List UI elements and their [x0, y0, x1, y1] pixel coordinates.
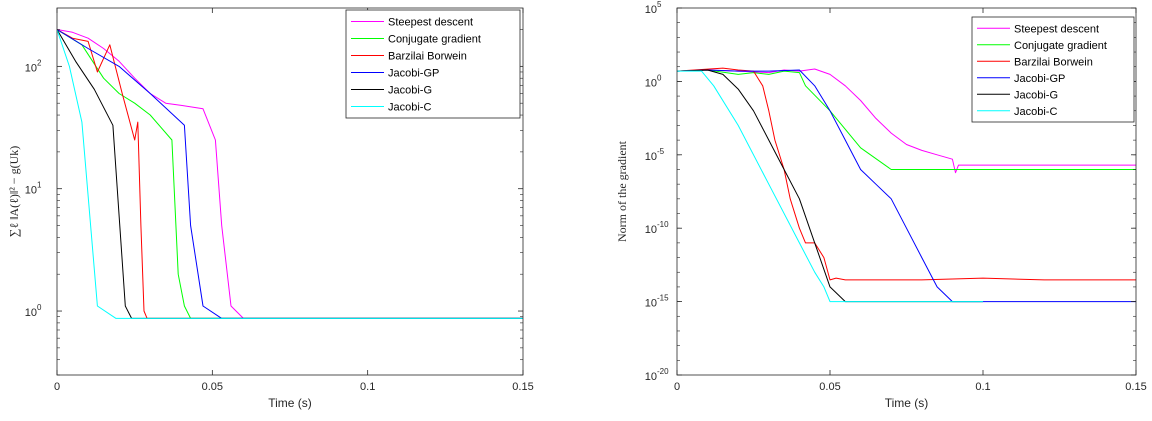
y-tick-exponent: -20 — [657, 367, 669, 376]
y-tick-label: 10 — [645, 371, 657, 383]
legend-label: Steepest descent — [388, 17, 473, 29]
series-line-steepest-descent — [57, 29, 523, 319]
legend-label: Jacobi-G — [388, 85, 432, 97]
y-tick-exponent: -15 — [657, 294, 669, 303]
legend-label: Steepest descent — [1014, 23, 1099, 35]
axes-box — [676, 7, 1137, 376]
y-tick-label: 10 — [25, 62, 37, 74]
y-tick-label: 10 — [645, 151, 657, 163]
series-line-steepest-descent — [677, 68, 1136, 174]
y-tick-label: 10 — [25, 307, 37, 319]
y-tick-exponent: 2 — [37, 58, 42, 67]
legend-label: Jacobi-GP — [1014, 73, 1065, 85]
x-tick-label: 0.1 — [975, 381, 990, 393]
x-tick-label: 0.1 — [360, 381, 375, 393]
series-line-jacobi-c — [57, 29, 523, 319]
legend-label: Conjugate gradient — [1014, 40, 1107, 52]
legend-label: Jacobi-GP — [388, 68, 439, 80]
series-group — [677, 67, 1136, 303]
series-line-jacobi-c — [677, 70, 983, 303]
series-line-conjugate-gradient — [677, 69, 1136, 170]
chart-left: 0 0.05 0.1 0.15 10 0 10 1 10 2 Time (s) ∑ℓ ‖A(ℓ)‖² … — [7, 7, 534, 410]
x-tick-label: 0.05 — [819, 381, 840, 393]
legend-label: Jacobi-C — [388, 102, 431, 114]
y-tick-exponent: 1 — [37, 181, 42, 190]
x-tick-label: 0.05 — [202, 381, 223, 393]
legend-label: Conjugate gradient — [388, 34, 481, 46]
x-tick-label: 0 — [674, 381, 680, 393]
y-axis-label: Norm of the gradient — [615, 140, 629, 242]
y-tick-exponent: 0 — [657, 73, 662, 82]
legend-label: Jacobi-G — [1014, 89, 1058, 101]
series-line-barzilai-borwein — [57, 29, 523, 319]
legend-label: Barzilai Borwein — [388, 51, 467, 63]
x-axis-label: Time (s) — [268, 396, 312, 410]
legend: Steepest descent Conjugate gradient Barzil… — [345, 9, 521, 119]
y-tick-exponent: 0 — [37, 303, 42, 312]
series-line-jacobi-g — [677, 69, 983, 303]
y-tick-exponent: 5 — [657, 0, 662, 9]
axes-box — [56, 7, 524, 376]
y-tick-exponent: -10 — [657, 220, 669, 229]
series-group — [57, 29, 523, 319]
y-tick-label: 10 — [645, 77, 657, 89]
chart-right: 0 0.05 0.1 0.15 10 -20 10 -15 10 -10 10 -5 10 0 10 5 Tim… — [576, 0, 1152, 421]
x-tick-label: 0 — [54, 381, 60, 393]
y-tick-label: 10 — [645, 4, 657, 16]
legend-label: Jacobi-C — [1014, 106, 1057, 118]
x-tick-label: 0.15 — [1125, 381, 1146, 393]
series-line-jacobi-gp — [677, 69, 1136, 303]
legend-box — [971, 16, 1135, 123]
legend: Steepest descent Conjugate gradient Barzil… — [971, 16, 1135, 123]
legend-box — [345, 9, 521, 119]
series-line-jacobi-gp — [57, 29, 523, 319]
y-axis-label: ∑ℓ ‖A(ℓ)‖² − g(Uk) — [7, 146, 21, 237]
y-tick-exponent: -5 — [657, 147, 665, 156]
y-tick-label: 10 — [645, 224, 657, 236]
legend-label: Barzilai Borwein — [1014, 56, 1093, 68]
y-tick-label: 10 — [645, 298, 657, 310]
x-axis-label: Time (s) — [885, 396, 929, 410]
y-tick-label: 10 — [25, 185, 37, 197]
x-tick-label: 0.15 — [512, 381, 533, 393]
series-line-barzilai-borwein — [677, 67, 1136, 281]
